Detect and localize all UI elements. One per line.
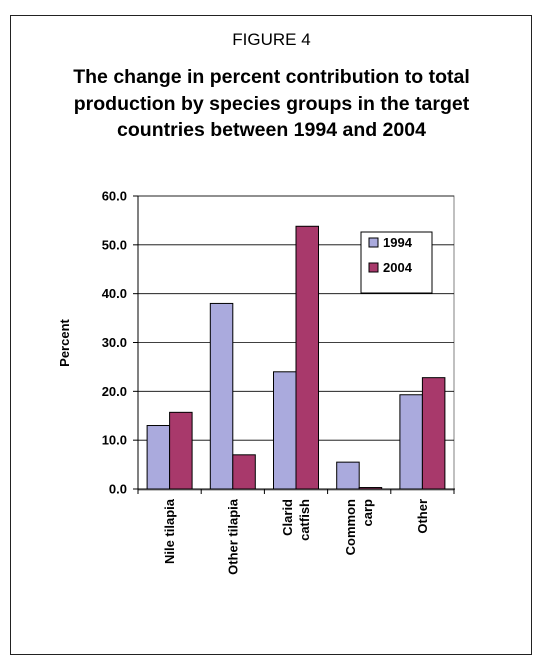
legend-swatch-1994 — [368, 237, 379, 248]
y-tick-label: 40.0 — [102, 286, 127, 301]
x-tick-label: Nile tilapia — [162, 498, 177, 564]
bar-2004-2 — [295, 225, 319, 490]
axes — [133, 195, 455, 494]
figure-title: The change in percent contribution to to… — [73, 66, 470, 141]
bar-1994-3 — [336, 461, 360, 490]
bars — [146, 225, 446, 490]
y-tick-label: 60.0 — [102, 189, 127, 204]
bar-2004-4 — [421, 377, 446, 490]
bar-chart: 0.0 10.0 20.0 30.0 40.0 50.0 60.0 Nile tilapia… — [57, 189, 455, 575]
x-tick-label: catfish — [297, 499, 312, 541]
legend-label-1994: 1994 — [383, 235, 413, 250]
x-tick-labels: Nile tilapia Other tilapia Clarid catfish Co… — [162, 498, 430, 575]
x-tick-label: Other — [415, 499, 430, 534]
y-tick-label: 20.0 — [102, 384, 127, 399]
x-tick-label: Common — [343, 499, 358, 555]
y-tick-label: 10.0 — [102, 433, 127, 448]
bar-1994-4 — [399, 394, 423, 490]
bar-2004-1 — [232, 454, 256, 490]
x-tick-label: Other tilapia — [225, 498, 240, 575]
bar-2004-0 — [169, 411, 193, 490]
bar-1994-2 — [273, 371, 297, 490]
figure-label: FIGURE 4 — [232, 30, 311, 49]
x-tick-label: Clarid — [280, 499, 295, 536]
x-tick-label: carp — [360, 499, 375, 527]
y-tick-labels: 0.0 10.0 20.0 30.0 40.0 50.0 60.0 — [102, 189, 127, 497]
bar-1994-0 — [146, 425, 171, 490]
legend-label-2004: 2004 — [383, 260, 413, 275]
y-tick-label: 30.0 — [102, 335, 127, 350]
legend: 1994 2004 — [360, 231, 433, 294]
y-tick-label: 0.0 — [109, 482, 127, 497]
y-axis-title: Percent — [57, 318, 72, 366]
legend-swatch-2004 — [368, 262, 379, 273]
y-tick-label: 50.0 — [102, 237, 127, 252]
bar-1994-1 — [209, 302, 234, 490]
